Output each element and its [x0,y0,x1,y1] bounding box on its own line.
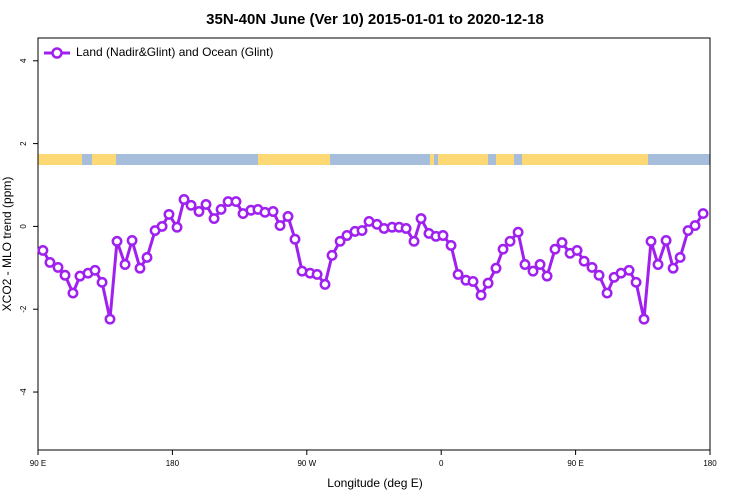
data-point [556,237,568,249]
data-point [326,249,338,261]
data-point [445,239,457,251]
legend: Land (Nadir&Glint) and Ocean (Glint) [44,45,273,59]
data-point [44,256,56,268]
data-point [230,196,242,208]
data-point [571,244,583,256]
data-point [623,264,635,276]
data-point [178,194,190,205]
data-point [519,259,531,270]
x-axis-label: Longitude (deg E) [327,476,422,490]
data-point [497,243,509,255]
data-point [400,223,412,234]
data-point [267,206,279,217]
data-point [512,226,524,238]
data-point [341,230,353,241]
land-ocean-strip [38,154,710,165]
data-point [689,220,701,232]
data-point [630,276,642,288]
legend-label: Land (Nadir&Glint) and Ocean (Glint) [76,45,273,59]
y-axis-label: XCO2 - MLO trend (ppm) [0,177,14,312]
data-point [645,235,657,247]
data-point [593,269,605,281]
data-point [119,259,131,270]
data-point [534,259,546,270]
data-point [697,208,709,220]
data-point [96,276,108,288]
y-tick-label: -4 [19,388,28,396]
data-point [163,208,175,220]
y-tick-label: 2 [19,141,28,146]
data-point [578,255,590,267]
data-point [527,265,539,277]
data-point [541,270,553,282]
data-point [356,225,368,236]
data-point [141,252,153,263]
data-point [667,262,679,274]
data-point [504,235,516,247]
data-point [274,220,286,232]
x-tick-label: 90 W [297,459,316,468]
data-point [652,259,664,270]
x-tick-label: 90 E [567,459,583,468]
x-tick-label: 0 [439,459,444,468]
legend-marker [51,47,63,59]
data-point [674,252,686,263]
data-point [475,289,487,301]
data-point [437,230,449,241]
data-point [282,211,294,222]
x-tick-label: 180 [166,459,180,468]
data-point [586,261,598,273]
data-point [311,268,323,280]
x-tick-label: 180 [703,459,717,468]
y-tick-label: -2 [19,305,28,313]
data-point [408,235,420,247]
data-point [37,244,49,256]
data-point [215,203,227,215]
data-point [89,264,101,276]
data-point [208,213,220,224]
data-point [126,235,138,246]
data-point [490,262,502,274]
y-tick-label: 4 [19,58,28,63]
data-point [319,278,331,290]
data-point [452,268,464,280]
data-point [415,213,427,224]
data-point [200,199,212,210]
data-point [289,233,301,245]
data-point [67,287,79,299]
data-point [171,221,183,233]
data-point [482,277,494,289]
x-tick-label: 90 E [30,459,46,468]
data-point [549,243,561,255]
data-point [601,287,613,299]
data-point [638,313,650,325]
data-point [52,261,64,273]
data-point [660,235,672,246]
plot-frame [37,37,711,451]
y-tick-label: 0 [19,224,28,229]
data-point [104,313,116,325]
data-point [156,220,168,232]
chart-title: 35N-40N June (Ver 10) 2015-01-01 to 2020… [206,11,544,28]
data-point [185,199,197,211]
data-point [111,235,123,247]
data-point [467,276,479,287]
data-point [682,225,694,236]
data-point [334,235,346,247]
data-point [193,206,205,217]
data-point [59,269,71,281]
data-point [134,262,146,274]
